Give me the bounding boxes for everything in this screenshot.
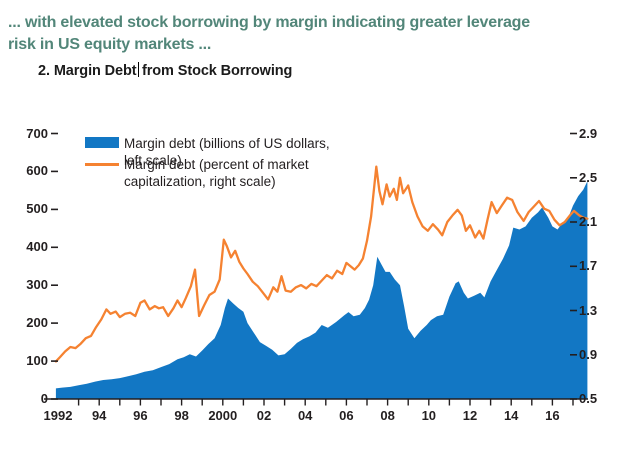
x-axis-tick-label: 12 [462, 408, 478, 423]
x-axis-tick-label: 02 [256, 408, 272, 423]
x-axis-tick-label: 08 [380, 408, 395, 423]
right-axis-tick-label: 1.7 [579, 258, 598, 274]
legend-swatch-orange-line [85, 163, 119, 166]
figure-caption-line2: risk in US equity markets ... [8, 36, 212, 53]
chart-title: 2. Margin Debt from Stock Borrowing [38, 62, 292, 79]
left-axis-tick-label: 700 [26, 125, 48, 141]
x-axis-tick-label: 2000 [208, 408, 238, 423]
legend-label-dollars: Margin debt (billions of US dollars, lef… [124, 136, 330, 168]
x-axis-tick-label: 1992 [43, 408, 73, 423]
legend-item-margin-debt-dollars: Margin debt (billions of US dollars, lef… [85, 135, 336, 169]
right-axis-tick-label: 0.9 [579, 346, 598, 362]
x-axis-tick-label: 06 [339, 408, 354, 423]
x-axis-tick-label: 04 [297, 408, 313, 423]
left-axis-tick-label: 300 [26, 277, 48, 293]
left-axis-tick-label: 200 [26, 315, 48, 331]
x-axis-tick-label: 96 [133, 408, 148, 423]
legend-label-percent: Margin debt (percent of market capitaliz… [124, 157, 309, 189]
x-axis-tick-label: 98 [174, 408, 189, 423]
left-axis-tick-label: 400 [26, 239, 48, 255]
x-axis-tick-label: 16 [545, 408, 560, 423]
left-axis-tick-label: 600 [26, 163, 48, 179]
series-line-margin-debt-percent [54, 165, 589, 363]
x-axis-tick-label: 94 [91, 408, 107, 423]
chart-title-after-caret: from Stock Borrowing [142, 63, 293, 79]
right-axis-tick-label: 0.5 [579, 391, 598, 406]
x-axis-tick-label: 10 [421, 408, 437, 423]
text-caret[interactable] [137, 62, 140, 77]
right-axis-tick-label: 1.3 [579, 302, 598, 318]
figure-caption-line1: ... with elevated stock borrowing by mar… [8, 14, 530, 31]
right-axis-tick-label: 2.1 [579, 214, 598, 229]
right-axis-tick-label: 2.5 [579, 169, 598, 185]
right-axis-tick-label: 2.9 [579, 125, 598, 141]
left-axis-tick-label: 500 [26, 201, 48, 217]
series-area-margin-debt-dollars [55, 181, 588, 399]
legend-swatch-blue-area [85, 137, 119, 148]
chart-title-before-caret: 2. Margin Debt [38, 63, 137, 79]
left-axis-tick-label: 100 [26, 353, 48, 369]
left-axis-tick-label: 0 [40, 391, 48, 406]
legend-item-margin-debt-percent: Margin debt (percent of market capitaliz… [85, 156, 336, 190]
x-axis-tick-label: 14 [503, 408, 519, 423]
